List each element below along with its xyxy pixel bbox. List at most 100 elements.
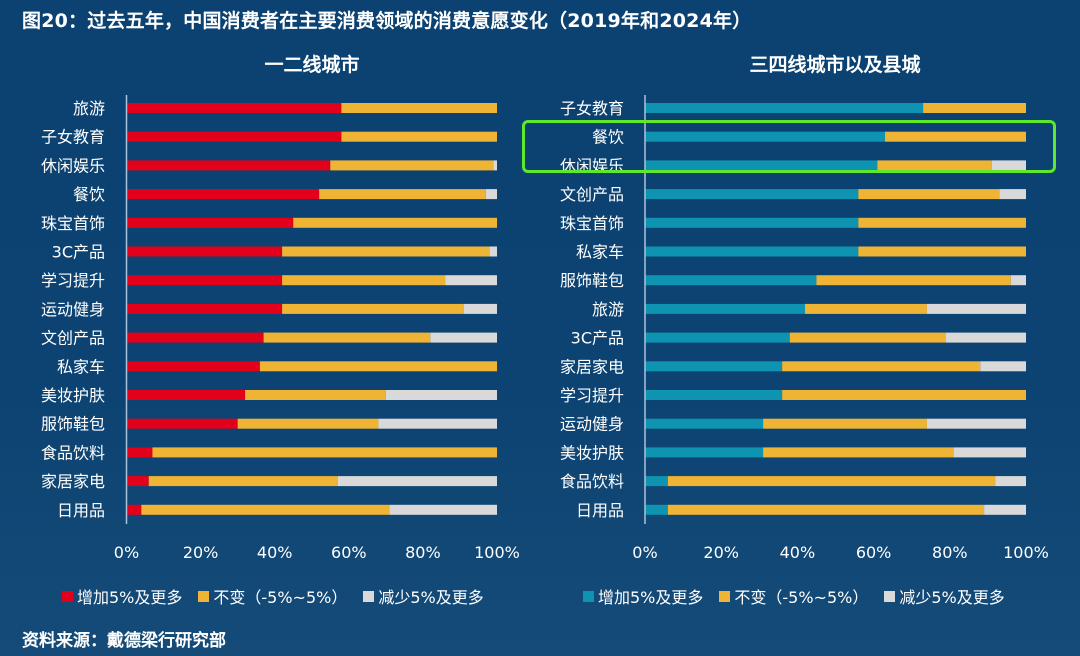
category-label: 食品饮料	[41, 443, 105, 462]
legend-swatch-decrease	[884, 590, 896, 602]
category-label: 珠宝首饰	[41, 214, 105, 233]
legend-item-unchanged: 不变（-5%~5%）	[719, 584, 868, 608]
bar-segment-decrease	[999, 189, 1026, 200]
category-label: 服饰鞋包	[41, 415, 105, 434]
legend-swatch-unchanged	[198, 590, 210, 602]
bar-segment-decrease	[980, 361, 1026, 372]
bar-segment-decrease	[991, 160, 1026, 171]
x-tick-label: 40%	[257, 543, 293, 562]
bar-segment-increase	[645, 246, 859, 257]
right-legend: 增加5%及更多 不变（-5%~5%） 减少5%及更多	[583, 584, 1005, 608]
bar-segment-unchanged	[245, 390, 386, 400]
highlight-box	[522, 120, 1056, 173]
bar-segment-increase	[126, 476, 149, 487]
legend-label-increase: 增加5%及更多	[77, 588, 183, 607]
category-label: 美妆护肤	[41, 386, 105, 405]
category-label: 家居家电	[560, 357, 624, 376]
legend-label-increase: 增加5%及更多	[598, 588, 704, 607]
left-legend: 增加5%及更多 不变（-5%~5%） 减少5%及更多	[62, 584, 484, 608]
category-label: 学习提升	[560, 386, 624, 405]
legend-swatch-decrease	[363, 590, 375, 602]
bar-segment-decrease	[463, 303, 497, 314]
right-chart-panel: 子女教育餐饮休闲娱乐文创产品珠宝首饰私家车服饰鞋包旅游3C产品家居家电学习提升运…	[560, 95, 1049, 562]
bar-segment-unchanged	[816, 275, 1011, 286]
bar-segment-increase	[645, 390, 783, 400]
category-label: 休闲娱乐	[41, 156, 105, 175]
x-tick-label: 60%	[856, 543, 892, 562]
bar-segment-increase	[645, 332, 790, 343]
legend-swatch-increase	[583, 590, 594, 602]
category-label: 运动健身	[560, 415, 624, 434]
bar-segment-decrease	[953, 447, 1026, 458]
legend-swatch-increase	[62, 590, 73, 602]
bar-segment-unchanged	[885, 131, 1026, 142]
source-note: 资料来源：戴德梁行研究部	[22, 631, 226, 651]
x-tick-label: 0%	[114, 543, 139, 562]
bar-segment-unchanged	[667, 476, 996, 487]
bar-segment-unchanged	[789, 332, 946, 343]
bar-segment-unchanged	[667, 504, 985, 515]
category-label: 子女教育	[41, 128, 105, 147]
x-tick-label: 100%	[474, 543, 520, 562]
bar-segment-unchanged	[858, 189, 1000, 200]
bar-segment-unchanged	[282, 246, 490, 257]
legend-item-increase: 增加5%及更多	[583, 584, 703, 608]
bar-segment-unchanged	[319, 189, 486, 200]
bar-segment-increase	[126, 217, 294, 228]
legend-label-unchanged: 不变（-5%~5%）	[213, 588, 348, 607]
x-tick-label: 80%	[932, 543, 968, 562]
bar-segment-unchanged	[141, 504, 390, 515]
bar-segment-increase	[126, 332, 264, 343]
left-panel-title: 一二线城市	[264, 54, 360, 76]
bar-segment-unchanged	[282, 303, 464, 314]
bar-segment-decrease	[430, 332, 497, 343]
bar-segment-increase	[645, 418, 764, 429]
bar-segment-decrease	[337, 476, 497, 487]
bar-segment-increase	[126, 160, 331, 171]
bar-segment-unchanged	[237, 418, 379, 429]
legend-label-unchanged: 不变（-5%~5%）	[734, 588, 869, 607]
right-panel-title: 三四线城市以及县城	[749, 54, 921, 76]
bar-segment-increase	[126, 361, 260, 372]
bar-segment-decrease	[926, 303, 1026, 314]
bar-segment-increase	[126, 390, 246, 400]
category-label: 旅游	[73, 99, 105, 118]
bar-segment-unchanged	[805, 303, 927, 314]
bar-segment-increase	[126, 418, 238, 429]
bar-segment-unchanged	[763, 447, 954, 458]
x-tick-label: 100%	[1003, 543, 1049, 562]
bar-segment-decrease	[389, 504, 497, 515]
category-label: 私家车	[576, 243, 624, 262]
bar-segment-increase	[645, 303, 806, 314]
x-tick-label: 80%	[405, 543, 441, 562]
bar-segment-increase	[645, 189, 859, 200]
bar-segment-unchanged	[877, 160, 992, 171]
category-label: 文创产品	[560, 185, 624, 204]
bar-segment-unchanged	[782, 361, 981, 372]
bar-segment-increase	[645, 447, 764, 458]
category-label: 文创产品	[41, 329, 105, 348]
bar-segment-unchanged	[341, 131, 497, 142]
category-label: 私家车	[57, 357, 105, 376]
bar-segment-decrease	[493, 160, 497, 171]
x-tick-label: 40%	[780, 543, 816, 562]
x-tick-label: 20%	[183, 543, 219, 562]
category-label: 子女教育	[560, 99, 624, 118]
bar-segment-unchanged	[858, 246, 1026, 257]
bar-segment-unchanged	[330, 160, 494, 171]
bar-segment-unchanged	[152, 447, 497, 458]
bar-segment-unchanged	[858, 217, 1026, 228]
bar-segment-increase	[645, 103, 924, 113]
legend-swatch-unchanged	[719, 590, 731, 602]
bar-segment-decrease	[995, 476, 1026, 487]
bar-segment-increase	[126, 275, 283, 286]
bar-segment-unchanged	[148, 476, 338, 487]
category-label: 珠宝首饰	[560, 214, 624, 233]
category-label: 3C产品	[571, 329, 624, 348]
bar-segment-increase	[645, 275, 817, 286]
bar-segment-unchanged	[293, 217, 497, 228]
bar-segment-increase	[126, 103, 342, 113]
category-label: 日用品	[576, 501, 624, 520]
